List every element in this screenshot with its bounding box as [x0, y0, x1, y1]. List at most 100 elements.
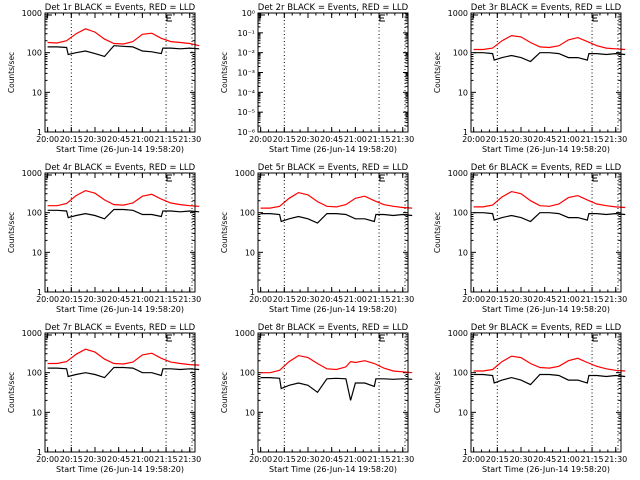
- x-tick-label: 21:00: [557, 455, 580, 464]
- x-tick-label: 21:00: [131, 295, 154, 304]
- segment-marker: [379, 14, 385, 22]
- segment-marker: [379, 174, 385, 182]
- y-axis-label: Counts/sec: [7, 372, 16, 413]
- x-tick-label: 21:30: [178, 295, 201, 304]
- segment-marker: [166, 334, 172, 342]
- segment-marker: [592, 14, 598, 22]
- x-tick-label: 20:15: [273, 135, 296, 144]
- panel-6: Det 6r BLACK = Events, RED = LLD Counts/s…: [433, 163, 627, 314]
- y-tick-label: 10⁻⁵: [237, 108, 255, 117]
- segment-marker: [592, 174, 598, 182]
- x-tick-label: 21:30: [391, 295, 414, 304]
- corner-bracket-mark: [259, 174, 265, 180]
- lld-rate-line: [260, 191, 413, 209]
- corner-bracket-mark: [46, 334, 52, 340]
- x-tick-label: 21:15: [368, 135, 391, 144]
- x-tick-label: 21:15: [368, 455, 391, 464]
- panel-1: Det 1r BLACK = Events, RED = LLD Counts/s…: [7, 3, 201, 154]
- panel-title: Det 8r BLACK = Events, RED = LLD: [258, 323, 409, 333]
- y-tick-label: 10⁻⁶: [237, 128, 255, 137]
- events-rate-line: [260, 377, 413, 401]
- y-tick-label: 1: [463, 288, 468, 297]
- x-tick-label: 20:45: [320, 455, 343, 464]
- y-axis-label: Counts/sec: [220, 52, 229, 93]
- panel-title: Det 3r BLACK = Events, RED = LLD: [471, 3, 622, 13]
- y-tick-label: 1: [250, 448, 255, 457]
- y-tick-label: 1: [250, 288, 255, 297]
- x-tick-label: 20:15: [273, 295, 296, 304]
- y-tick-label: 100: [27, 209, 42, 218]
- x-tick-label: 21:00: [131, 455, 154, 464]
- x-tick-label: 20:00: [36, 455, 59, 464]
- y-axis-label: Counts/sec: [433, 52, 442, 93]
- events-rate-line: [47, 366, 200, 379]
- panel-title: Det 6r BLACK = Events, RED = LLD: [471, 163, 622, 173]
- y-tick-label: 10: [245, 408, 255, 417]
- x-tick-label: 21:15: [581, 455, 604, 464]
- y-tick-label: 10: [458, 88, 468, 97]
- y-tick-label: 100: [27, 49, 42, 58]
- y-tick-label: 1: [37, 128, 42, 137]
- events-rate-line: [473, 373, 626, 386]
- x-tick-label: 20:00: [36, 295, 59, 304]
- x-tick-label: 20:45: [320, 295, 343, 304]
- y-tick-label: 1000: [448, 329, 468, 338]
- y-tick-label: 10⁻⁴: [237, 88, 255, 97]
- corner-bracket-mark: [46, 14, 52, 20]
- lld-rate-line: [473, 34, 626, 51]
- y-tick-label: 10: [32, 88, 42, 97]
- panel-5: Det 5r BLACK = Events, RED = LLD Counts/s…: [220, 163, 414, 314]
- x-tick-label: 21:15: [155, 455, 178, 464]
- x-tick-label: 20:15: [273, 455, 296, 464]
- plot-frame: [44, 172, 196, 293]
- y-axis-label: Counts/sec: [433, 372, 442, 413]
- y-tick-label: 100: [453, 209, 468, 218]
- y-axis-label: Counts/sec: [220, 212, 229, 253]
- plot-frame: [257, 12, 409, 133]
- corner-bracket-mark: [259, 334, 265, 340]
- y-axis-label: Counts/sec: [433, 212, 442, 253]
- x-tick-label: 20:30: [83, 135, 106, 144]
- x-tick-label: 21:30: [391, 135, 414, 144]
- x-tick-label: 20:30: [83, 295, 106, 304]
- panel-4: Det 4r BLACK = Events, RED = LLD Counts/s…: [7, 163, 201, 314]
- x-tick-label: 20:30: [83, 455, 106, 464]
- x-tick-label: 20:15: [486, 455, 509, 464]
- segment-marker: [592, 334, 598, 342]
- y-tick-label: 1: [37, 448, 42, 457]
- x-tick-label: 21:30: [604, 135, 627, 144]
- x-tick-label: 20:15: [486, 295, 509, 304]
- y-tick-label: 10⁻³: [237, 69, 255, 78]
- x-tick-label: 21:15: [155, 135, 178, 144]
- corner-bracket-mark: [46, 174, 52, 180]
- y-tick-label: 10: [32, 408, 42, 417]
- y-tick-label: 100: [240, 369, 255, 378]
- x-tick-label: 21:30: [178, 135, 201, 144]
- x-tick-label: 20:45: [533, 295, 556, 304]
- x-axis-label: Start Time (26-Jun-14 19:58:20): [56, 145, 184, 154]
- y-tick-label: 10⁻²: [237, 49, 255, 58]
- x-tick-label: 20:45: [107, 295, 130, 304]
- y-tick-label: 1000: [22, 169, 42, 178]
- x-axis-label: Start Time (26-Jun-14 19:58:20): [56, 305, 184, 314]
- y-tick-label: 1000: [235, 169, 255, 178]
- x-axis-label: Start Time (26-Jun-14 19:58:20): [269, 305, 397, 314]
- lld-rate-line: [473, 355, 626, 372]
- plot-frame: [470, 172, 622, 293]
- x-tick-label: 21:15: [581, 135, 604, 144]
- segment-marker: [166, 174, 172, 182]
- events-rate-line: [473, 212, 626, 223]
- y-tick-label: 100: [27, 369, 42, 378]
- x-axis-label: Start Time (26-Jun-14 19:58:20): [482, 145, 610, 154]
- x-axis-label: Start Time (26-Jun-14 19:58:20): [269, 145, 397, 154]
- x-tick-label: 21:15: [581, 295, 604, 304]
- lld-rate-line: [260, 354, 413, 374]
- y-tick-label: 1000: [448, 169, 468, 178]
- events-rate-line: [47, 45, 200, 58]
- panel-3: Det 3r BLACK = Events, RED = LLD Counts/s…: [433, 3, 627, 154]
- x-tick-label: 20:15: [60, 455, 83, 464]
- plot-frame: [44, 12, 196, 133]
- y-tick-label: 100: [240, 209, 255, 218]
- corner-bracket-mark: [472, 334, 478, 340]
